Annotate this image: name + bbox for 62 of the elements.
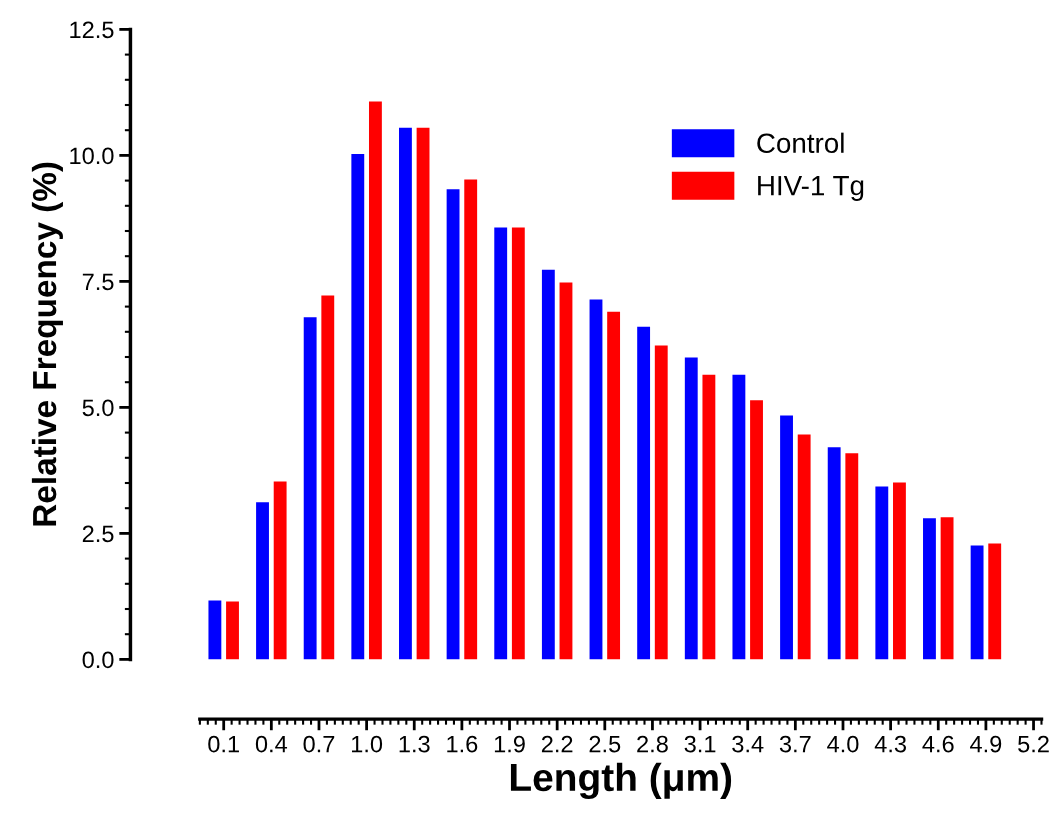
x-tick-label: 4.0 (827, 735, 859, 753)
bar (368, 101, 382, 660)
bar (208, 600, 222, 660)
x-tick-label: 5.2 (1018, 735, 1049, 753)
bar (494, 227, 508, 660)
x-tick-label: 3.1 (684, 735, 716, 753)
bar (399, 127, 412, 660)
y-tick-label: 7.5 (82, 273, 114, 291)
bar (702, 374, 716, 660)
y-tick-label: 0.0 (82, 651, 114, 669)
x-axis-title: Length (μm) (510, 762, 732, 800)
bar (797, 434, 811, 660)
x-tick-label: 2.8 (637, 735, 668, 753)
bar (303, 317, 317, 660)
bar (970, 545, 984, 660)
x-tick-label: 0.7 (303, 735, 335, 753)
bar (607, 311, 621, 660)
bar (416, 127, 430, 660)
legend-label: Control (757, 132, 844, 154)
x-tick-label: 2.5 (589, 735, 621, 753)
x-tick-label: 1.9 (494, 735, 525, 753)
x-tick-label: 1.3 (399, 735, 430, 753)
bar (923, 518, 936, 660)
y-tick-label: 2.5 (82, 525, 114, 543)
x-tick-label: 1.6 (447, 735, 478, 753)
x-tick-label: 4.9 (970, 735, 1002, 753)
x-tick-label: 1.0 (352, 735, 383, 753)
y-axis-title: Relative Frequency (%) (31, 162, 63, 526)
x-tick-label: 3.4 (732, 735, 764, 753)
bar (940, 517, 954, 660)
y-tick-label: 10.0 (70, 147, 114, 165)
bar (988, 543, 1002, 660)
bar (541, 269, 555, 660)
bar (464, 179, 478, 660)
bar (684, 357, 698, 660)
bar (559, 282, 573, 660)
bar (654, 345, 668, 660)
legend-label: HIV-1 Tg (758, 176, 864, 201)
y-tick-label: 5.0 (82, 399, 114, 417)
bar (273, 481, 287, 660)
bar (351, 153, 365, 660)
bar (256, 502, 269, 660)
bar (875, 486, 889, 660)
bar (732, 374, 746, 660)
bar (511, 227, 525, 660)
bar (589, 299, 603, 660)
x-tick-label: 4.3 (874, 735, 906, 753)
bar (845, 453, 859, 660)
bar (637, 326, 651, 660)
bar (321, 295, 335, 660)
x-tick-label: 4.6 (922, 735, 954, 753)
bar (750, 400, 763, 660)
bar (893, 482, 906, 660)
bar (446, 189, 460, 660)
x-tick-label: 0.1 (208, 735, 239, 753)
bar (780, 415, 793, 660)
x-tick-label: 2.2 (541, 735, 573, 753)
y-tick-label: 12.5 (70, 21, 114, 39)
bar (827, 447, 841, 660)
x-tick-label: 0.4 (255, 735, 288, 753)
x-tick-label: 3.7 (779, 735, 811, 753)
bar (226, 601, 239, 660)
